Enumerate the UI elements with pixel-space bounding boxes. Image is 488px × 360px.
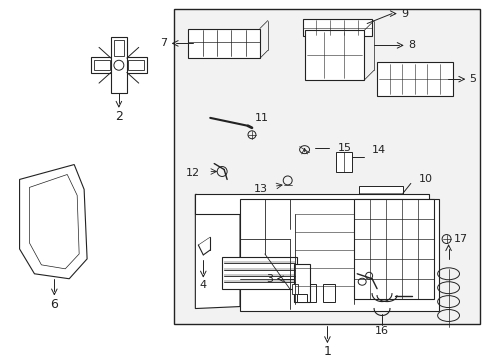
Text: 15: 15: [337, 143, 351, 153]
Bar: [302, 19, 371, 36]
Text: 14: 14: [371, 145, 386, 155]
Bar: [224, 261, 294, 264]
Text: 7: 7: [160, 39, 167, 48]
Polygon shape: [240, 199, 438, 311]
Text: 11: 11: [254, 113, 268, 123]
Text: 6: 6: [50, 298, 58, 311]
Text: 17: 17: [452, 234, 467, 244]
Bar: [336, 152, 351, 171]
Text: 8: 8: [407, 40, 414, 50]
Bar: [353, 199, 433, 298]
Bar: [296, 294, 306, 302]
Bar: [303, 284, 315, 302]
Bar: [91, 57, 146, 73]
Bar: [224, 274, 294, 277]
Bar: [224, 267, 294, 271]
Text: 3: 3: [266, 274, 273, 284]
Bar: [323, 284, 335, 302]
Polygon shape: [195, 194, 428, 214]
Bar: [174, 9, 479, 324]
Bar: [359, 186, 402, 198]
Text: 2: 2: [115, 111, 122, 123]
Text: 5: 5: [468, 74, 475, 84]
Text: 13: 13: [253, 184, 267, 194]
Polygon shape: [195, 194, 240, 309]
Bar: [111, 37, 126, 93]
Text: 10: 10: [418, 175, 432, 184]
Bar: [224, 280, 294, 283]
Text: 1: 1: [323, 345, 331, 358]
Bar: [376, 62, 451, 96]
Bar: [293, 264, 309, 302]
Text: 4: 4: [199, 280, 206, 290]
Text: 9: 9: [401, 9, 407, 19]
Text: 12: 12: [186, 168, 200, 179]
Bar: [94, 60, 110, 70]
Text: 16: 16: [374, 327, 388, 336]
Bar: [304, 31, 364, 80]
Bar: [114, 40, 123, 56]
Bar: [127, 60, 143, 70]
Bar: [291, 284, 297, 294]
Bar: [188, 28, 259, 58]
Bar: [222, 257, 296, 289]
